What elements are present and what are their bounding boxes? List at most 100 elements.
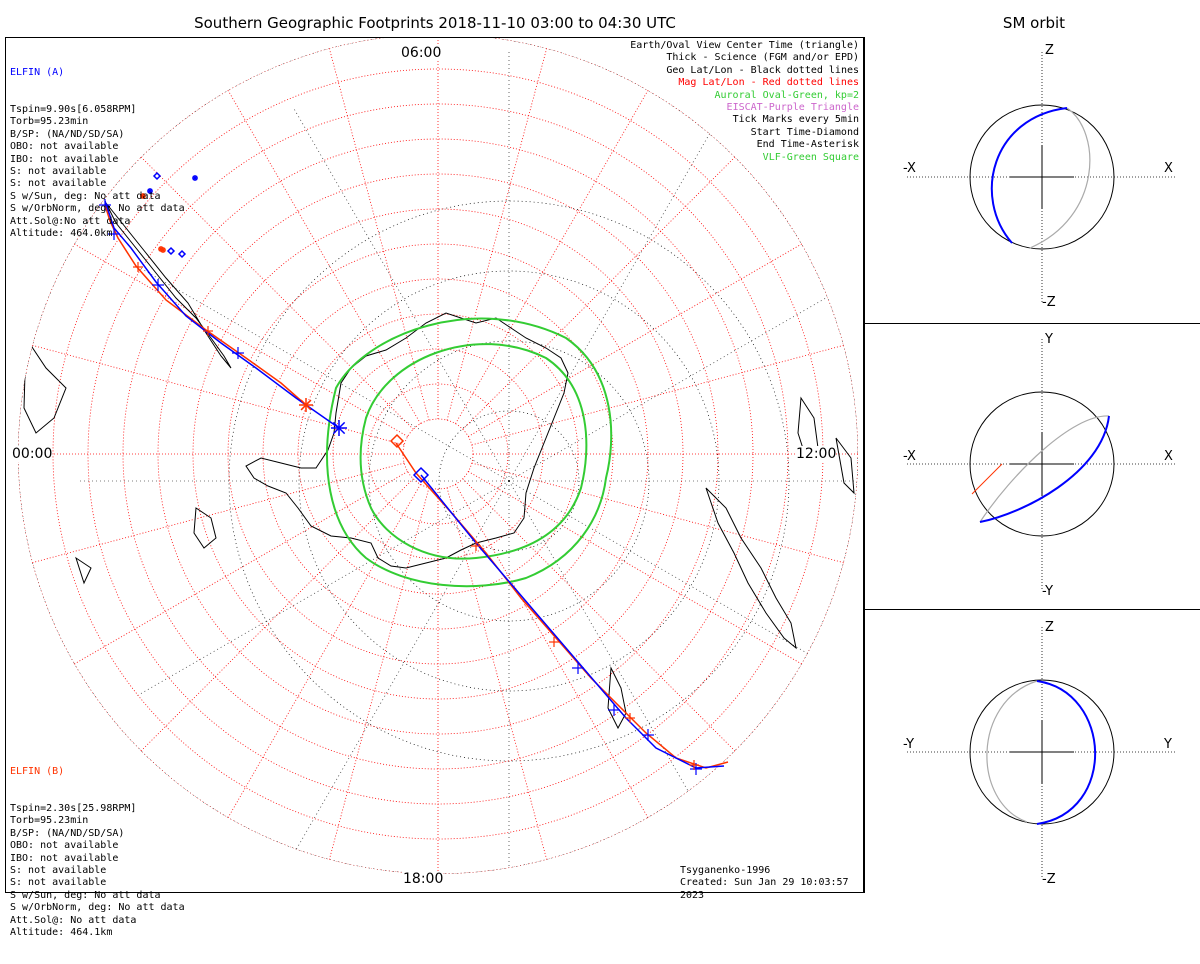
mag-lon-line — [328, 48, 430, 421]
mag-lon-line — [74, 471, 408, 665]
mag-lon-line — [471, 344, 844, 446]
sm-xy-down: -Y — [1042, 584, 1054, 599]
sm-end-asterisk-a — [147, 188, 153, 194]
tick-mark — [608, 704, 620, 716]
elfin-a-line: S: not available — [10, 178, 107, 190]
elfin-a-line: S w/Sun, deg: No att data — [10, 190, 161, 202]
sm-orbit-yz-plot — [907, 627, 1177, 877]
mlt-label-left: 00:00 — [12, 446, 53, 462]
mag-lon-line — [74, 243, 408, 437]
coastline — [75, 556, 92, 585]
mlt-label-top: 06:00 — [401, 45, 442, 61]
mag-lon-line — [227, 484, 421, 818]
geo-lon-line — [508, 480, 725, 854]
legend-entry: Auroral Oval-Green, kp=2 — [714, 89, 860, 101]
elfin-b-lines: Tspin=2.30s[25.98RPM] Torb=95.23min B/SP: … — [10, 803, 185, 939]
elfin-a-line: IBO: not available — [10, 153, 119, 165]
sm-xz-left: -X — [903, 161, 916, 176]
sm-yz-up: Z — [1045, 620, 1054, 635]
orbit-near-side — [979, 415, 1110, 523]
geo-lat-circle — [438, 410, 580, 552]
sm-panel-xz: Z -Z -X X — [864, 37, 1200, 324]
legend-entry: End Time-Asterisk — [756, 139, 859, 151]
mag-lon-line — [227, 90, 421, 424]
elfin-b-track-south — [395, 442, 729, 769]
mag-lon-line — [328, 487, 430, 860]
legend-entry: Tick Marks every 5min — [732, 114, 859, 126]
mag-lon-line — [471, 462, 844, 564]
mag-lon-line — [32, 344, 405, 446]
elfin-a-info: ELFIN (A) Tspin=9.90s[6.058RPM] Torb=95.2… — [10, 42, 185, 265]
legend-entry: Mag Lat/Lon - Red dotted lines — [678, 77, 859, 89]
footprint-tracks — [99, 171, 729, 775]
mlt-label-right: 12:00 — [796, 446, 837, 462]
auroral-oval — [326, 317, 613, 588]
elfin-b-start-diamond — [389, 433, 405, 449]
sm-end-asterisk — [140, 193, 146, 199]
sm-xy-left: -X — [903, 449, 916, 464]
sm-orbit-title: SM orbit — [1002, 14, 1066, 32]
coastline — [607, 666, 627, 730]
mag-lon-line — [455, 90, 649, 424]
geo-lat-circle — [298, 270, 720, 692]
tick-mark — [133, 262, 143, 272]
coastline — [193, 507, 217, 549]
geo-lon-line — [293, 480, 510, 854]
elfin-b-line: S w/OrbNorm, deg: No att data — [10, 902, 185, 914]
mag-lon-line — [446, 48, 548, 421]
elfin-b-line: Torb=95.23min — [10, 815, 89, 827]
footprint-map — [18, 38, 858, 874]
elfin-a-lines: Tspin=9.90s[6.058RPM] Torb=95.23min B/SP: … — [10, 104, 185, 240]
legend-entry: EISCAT-Purple Triangle — [726, 102, 859, 114]
created-date: Created: Sun Jan 29 10:03:57 2023 — [680, 877, 849, 901]
elfin-a-line: Torb=95.23min — [10, 116, 89, 128]
legend-entry: Thick - Science (FGM and/or EPD) — [666, 52, 859, 64]
mag-lon-line — [446, 487, 548, 860]
tick-mark — [549, 637, 559, 647]
sm-start-diamond — [166, 246, 176, 256]
sm-xz-right: X — [1164, 161, 1173, 176]
elfin-a-line: S: not available — [10, 166, 107, 178]
elfin-b-line: S: not available — [10, 877, 107, 889]
elfin-a-line: Altitude: 464.0km — [10, 228, 113, 240]
coastline — [245, 312, 569, 569]
tick-mark — [108, 228, 120, 240]
mag-lat-circle — [157, 173, 719, 735]
mag-lon-line — [468, 471, 802, 665]
mag-lon-line — [140, 478, 414, 752]
legend-entry: Start Time-Diamond — [750, 126, 859, 138]
sm-yz-left: -Y — [903, 737, 915, 752]
sm-orbit-xy-plot — [907, 339, 1177, 589]
geo-lon-line — [136, 265, 510, 482]
coastline — [105, 202, 232, 369]
elfin-b-track-north — [104, 204, 307, 406]
coastline — [23, 336, 67, 434]
tick-mark — [689, 760, 699, 770]
sm-xz-down: -Z — [1042, 295, 1056, 310]
elfin-b-name: ELFIN (B) — [10, 765, 65, 777]
sm-yz-right: Y — [1164, 737, 1172, 752]
tick-mark — [232, 347, 244, 359]
elfin-a-line: B/SP: (NA/ND/SD/SA) — [10, 128, 125, 140]
tick-mark — [471, 541, 481, 551]
elfin-a-name: ELFIN (A) — [10, 66, 65, 78]
mag-latlon-grid — [18, 38, 858, 874]
sm-end-asterisk — [160, 247, 166, 253]
elfin-b-info: ELFIN (B) Tspin=2.30s[25.98RPM] Torb=95.2… — [10, 741, 185, 964]
model-name: Tsyganenko-1996 — [680, 865, 771, 876]
elfin-a-line: S w/OrbNorm, deg: No att data — [10, 203, 185, 215]
tick-mark — [203, 326, 213, 336]
elfin-b-line: Tspin=2.30s[25.98RPM] — [10, 803, 137, 815]
elfin-a-line: OBO: not available — [10, 141, 119, 153]
sm-tick — [192, 175, 198, 181]
mag-lon-line — [140, 156, 414, 430]
elfin-a-line: Att.Sol@:No att data — [10, 215, 131, 227]
coastline — [705, 487, 797, 650]
sm-start-diamond — [152, 171, 162, 181]
sm-orbit-xz-plot — [907, 52, 1177, 302]
mag-lat-circle — [262, 278, 614, 630]
elfin-b-line: IBO: not available — [10, 852, 119, 864]
elfin-a-track-north — [104, 200, 340, 429]
tick-mark — [625, 713, 635, 723]
sm-xy-up: Y — [1045, 332, 1053, 347]
